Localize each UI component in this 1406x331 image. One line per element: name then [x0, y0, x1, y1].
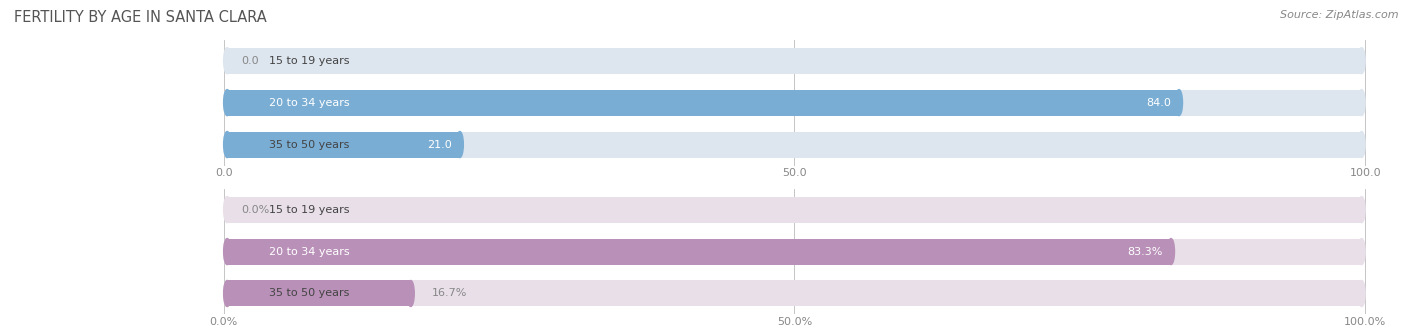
FancyBboxPatch shape	[228, 90, 1180, 116]
Circle shape	[1358, 239, 1365, 264]
FancyBboxPatch shape	[228, 90, 1361, 116]
Circle shape	[408, 280, 415, 307]
Text: 20 to 34 years: 20 to 34 years	[270, 98, 350, 108]
Circle shape	[1167, 239, 1174, 264]
Circle shape	[224, 280, 231, 307]
FancyBboxPatch shape	[228, 197, 1361, 223]
Text: 83.3%: 83.3%	[1128, 247, 1163, 257]
Text: 35 to 50 years: 35 to 50 years	[270, 289, 350, 299]
Circle shape	[224, 90, 231, 116]
Text: 21.0: 21.0	[427, 140, 451, 150]
FancyBboxPatch shape	[228, 131, 1361, 158]
Text: FERTILITY BY AGE IN SANTA CLARA: FERTILITY BY AGE IN SANTA CLARA	[14, 10, 267, 25]
Circle shape	[224, 197, 231, 223]
Circle shape	[1358, 48, 1365, 74]
Circle shape	[224, 239, 231, 264]
Circle shape	[224, 48, 231, 74]
Text: 35 to 50 years: 35 to 50 years	[270, 140, 350, 150]
Text: 0.0%: 0.0%	[240, 205, 269, 214]
FancyBboxPatch shape	[228, 48, 1361, 74]
Circle shape	[1358, 90, 1365, 116]
FancyBboxPatch shape	[228, 239, 1171, 264]
Text: 16.7%: 16.7%	[432, 289, 467, 299]
Circle shape	[224, 131, 231, 158]
Circle shape	[1358, 131, 1365, 158]
FancyBboxPatch shape	[228, 239, 1361, 264]
FancyBboxPatch shape	[228, 131, 460, 158]
Circle shape	[457, 131, 464, 158]
FancyBboxPatch shape	[228, 280, 411, 307]
Text: 15 to 19 years: 15 to 19 years	[270, 56, 350, 66]
FancyBboxPatch shape	[228, 280, 1361, 307]
Circle shape	[1358, 197, 1365, 223]
Circle shape	[1358, 280, 1365, 307]
Text: 0.0: 0.0	[240, 56, 259, 66]
Circle shape	[224, 239, 231, 264]
Circle shape	[224, 90, 231, 116]
Text: Source: ZipAtlas.com: Source: ZipAtlas.com	[1281, 10, 1399, 20]
Circle shape	[224, 280, 231, 307]
Circle shape	[1175, 90, 1182, 116]
Text: 84.0: 84.0	[1146, 98, 1171, 108]
Text: 15 to 19 years: 15 to 19 years	[270, 205, 350, 214]
Circle shape	[224, 131, 231, 158]
Text: 20 to 34 years: 20 to 34 years	[270, 247, 350, 257]
